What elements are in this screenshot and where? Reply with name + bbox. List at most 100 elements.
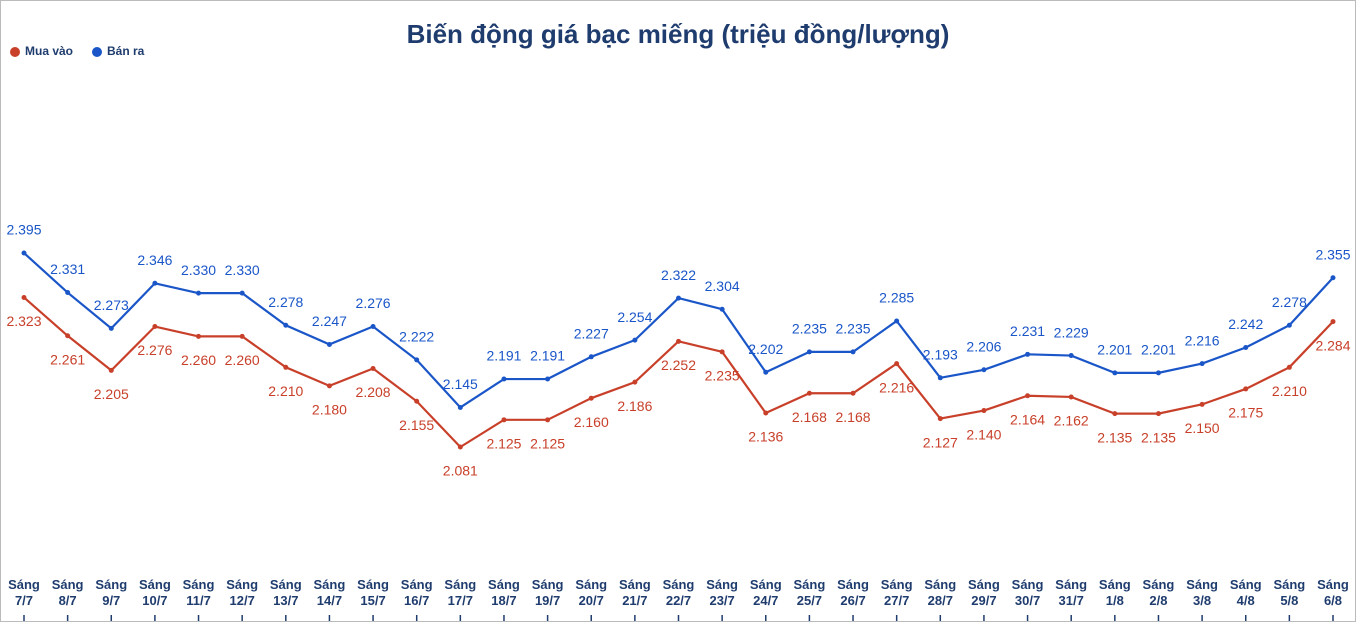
point <box>1068 394 1074 400</box>
x-tick-label: Sáng 17/7 <box>444 577 477 608</box>
data-label: 2.273 <box>94 297 129 313</box>
data-label: 2.191 <box>530 348 565 364</box>
data-label: 2.254 <box>617 309 652 325</box>
data-label: 2.242 <box>1228 316 1263 332</box>
point <box>370 366 376 372</box>
point <box>806 349 812 355</box>
point <box>283 322 289 328</box>
data-label: 2.285 <box>879 290 914 306</box>
data-label: 2.330 <box>181 262 216 278</box>
x-tick-label: Sáng 21/7 <box>618 577 651 608</box>
point <box>370 324 376 330</box>
point <box>981 408 987 414</box>
x-tick-label: Sáng 7/7 <box>8 577 40 608</box>
point <box>545 376 551 382</box>
data-label: 2.235 <box>705 368 740 384</box>
point <box>457 404 463 410</box>
x-tick-label: Sáng 3/8 <box>1186 577 1218 608</box>
point <box>326 341 332 347</box>
point <box>719 306 725 312</box>
legend-label: Bán ra <box>107 44 145 58</box>
x-tick-label: Sáng 13/7 <box>269 577 302 608</box>
point <box>1199 401 1205 407</box>
point <box>1155 370 1161 376</box>
data-label: 2.304 <box>705 278 740 294</box>
x-tick-label: Sáng 15/7 <box>357 577 389 608</box>
point <box>196 333 202 339</box>
data-label: 2.227 <box>574 325 609 341</box>
point <box>850 390 856 396</box>
data-label: 2.136 <box>748 429 783 445</box>
point <box>981 367 987 373</box>
data-label: 2.260 <box>225 352 260 368</box>
data-label: 2.210 <box>268 383 303 399</box>
x-tick-label: Sáng 6/8 <box>1317 577 1349 608</box>
point <box>850 349 856 355</box>
chart-title: Biến động giá bạc miếng (triệu đồng/lượn… <box>407 19 950 49</box>
point <box>152 280 158 286</box>
data-label: 2.180 <box>312 402 347 418</box>
x-tick-label: Sáng 28/7 <box>924 577 957 608</box>
data-label: 2.205 <box>94 386 129 402</box>
point <box>763 410 769 416</box>
data-label: 2.201 <box>1097 342 1132 358</box>
point <box>588 354 594 360</box>
data-label: 2.210 <box>1272 383 1307 399</box>
point <box>1199 361 1205 367</box>
data-label: 2.322 <box>661 267 696 283</box>
data-label: 2.125 <box>530 436 565 452</box>
data-label: 2.229 <box>1054 324 1089 340</box>
data-label: 2.127 <box>923 434 958 450</box>
legend-label: Mua vào <box>25 44 73 58</box>
point <box>239 290 245 296</box>
point <box>937 375 943 381</box>
x-tick-label: Sáng 4/8 <box>1229 577 1262 608</box>
point <box>108 325 114 331</box>
data-label: 2.168 <box>836 409 871 425</box>
data-label: 2.186 <box>617 398 652 414</box>
x-tick-label: Sáng 8/7 <box>51 577 84 608</box>
point <box>21 294 27 300</box>
data-label: 2.150 <box>1185 420 1220 436</box>
x-tick-label: Sáng 22/7 <box>662 577 695 608</box>
data-label: 2.346 <box>137 252 172 268</box>
data-label: 2.164 <box>1010 411 1045 427</box>
point <box>414 398 420 404</box>
data-label: 2.247 <box>312 313 347 329</box>
x-tick-label: Sáng 11/7 <box>182 577 215 608</box>
data-label: 2.160 <box>574 414 609 430</box>
point <box>894 361 900 367</box>
x-tick-label: Sáng 24/7 <box>749 577 782 608</box>
point <box>65 333 71 339</box>
point <box>283 364 289 370</box>
data-label: 2.175 <box>1228 405 1263 421</box>
x-tick-label: Sáng 1/8 <box>1098 577 1131 608</box>
point <box>326 383 332 389</box>
data-label: 2.278 <box>268 294 303 310</box>
x-tick-label: Sáng 16/7 <box>400 577 433 608</box>
data-label: 2.284 <box>1315 337 1350 353</box>
x-tick-label: Sáng 27/7 <box>880 577 913 608</box>
point <box>1330 319 1336 325</box>
point <box>1243 386 1249 392</box>
point <box>588 395 594 401</box>
data-label: 2.201 <box>1141 342 1176 358</box>
point <box>152 324 158 330</box>
point <box>457 444 463 450</box>
x-tick-label: Sáng 2/8 <box>1142 577 1175 608</box>
data-label: 2.260 <box>181 352 216 368</box>
data-label: 2.231 <box>1010 323 1045 339</box>
legend-marker <box>92 47 102 57</box>
point <box>239 333 245 339</box>
x-tick-label: Sáng 25/7 <box>793 577 826 608</box>
point <box>1025 393 1031 399</box>
data-label: 2.276 <box>137 342 172 358</box>
point <box>1286 364 1292 370</box>
point <box>501 376 507 382</box>
point <box>632 337 638 343</box>
point <box>196 290 202 296</box>
point <box>719 349 725 355</box>
data-label: 2.135 <box>1097 429 1132 445</box>
point <box>763 369 769 375</box>
